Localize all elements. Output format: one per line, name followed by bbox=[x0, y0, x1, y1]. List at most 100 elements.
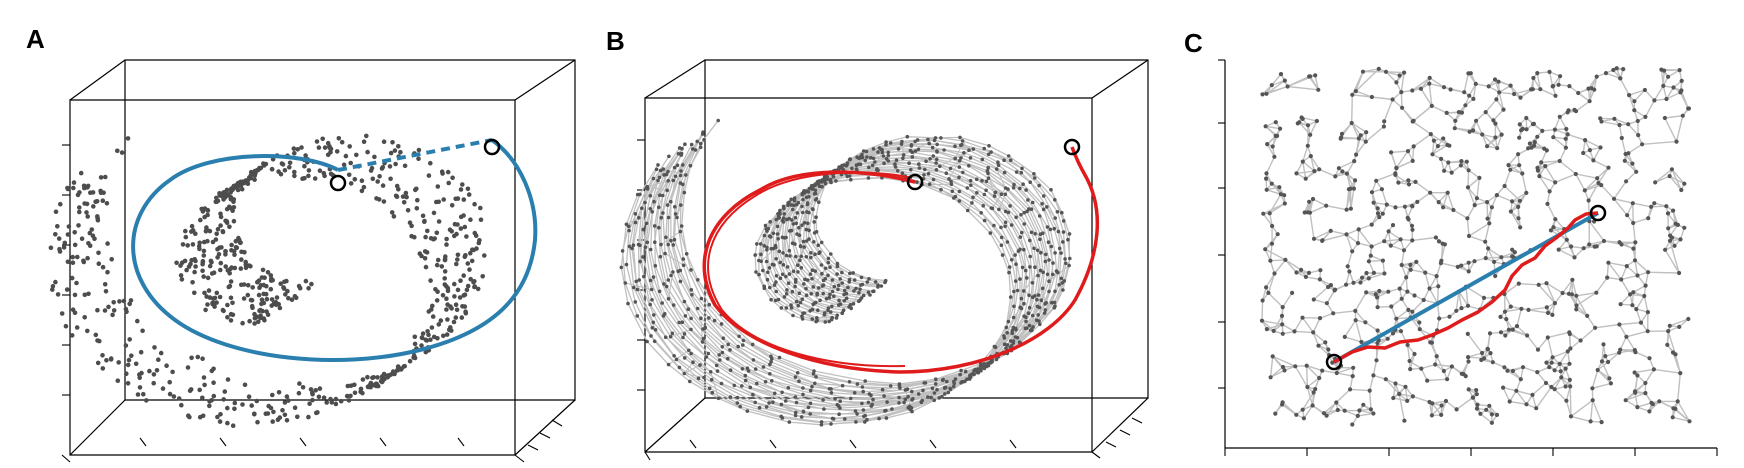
graph-node bbox=[826, 306, 831, 310]
graph-node bbox=[1028, 265, 1032, 269]
data-point bbox=[446, 180, 452, 186]
graph-edge bbox=[844, 289, 860, 294]
data-point bbox=[441, 197, 447, 202]
data-point bbox=[390, 140, 395, 145]
graph-node bbox=[816, 243, 821, 247]
graph-edge bbox=[1304, 198, 1314, 213]
data-point bbox=[218, 412, 223, 417]
graph-node bbox=[678, 229, 683, 234]
graph-edge bbox=[1628, 143, 1643, 154]
graph-node bbox=[641, 227, 646, 232]
data-point bbox=[475, 286, 481, 292]
graph-node bbox=[915, 180, 919, 184]
graph-node bbox=[1353, 89, 1358, 94]
graph-node bbox=[755, 242, 759, 246]
graph-edge bbox=[673, 304, 692, 330]
graph-edge bbox=[704, 327, 731, 351]
graph-edge bbox=[1030, 232, 1039, 251]
graph-edge bbox=[1383, 99, 1394, 122]
graph-edge bbox=[849, 281, 862, 286]
data-point bbox=[425, 329, 430, 334]
data-point bbox=[111, 308, 117, 313]
graph-edge bbox=[1261, 287, 1267, 301]
graph-edge bbox=[1042, 233, 1050, 261]
graph-node bbox=[957, 165, 962, 169]
graph-node bbox=[814, 230, 819, 234]
graph-node bbox=[957, 199, 962, 203]
graph-node bbox=[1467, 129, 1472, 134]
graph-edge bbox=[898, 387, 933, 399]
data-point bbox=[310, 391, 315, 397]
graph-edge bbox=[813, 232, 819, 246]
graph-edge bbox=[1023, 212, 1036, 235]
graph-node bbox=[689, 268, 693, 272]
graph-node bbox=[1679, 78, 1684, 83]
graph-node bbox=[738, 404, 742, 409]
graph-node bbox=[905, 134, 910, 139]
graph-node bbox=[707, 386, 712, 391]
data-point bbox=[478, 205, 483, 211]
graph-edge bbox=[963, 152, 983, 161]
graph-edge bbox=[990, 207, 1006, 227]
graph-edge bbox=[1576, 292, 1597, 297]
graph-node bbox=[689, 142, 694, 147]
graph-edge bbox=[672, 271, 686, 302]
data-point bbox=[106, 304, 111, 310]
graph-edge bbox=[781, 237, 784, 253]
axis-tick bbox=[689, 439, 697, 449]
graph-node bbox=[772, 283, 777, 287]
data-point bbox=[211, 270, 217, 276]
graph-edge bbox=[1671, 168, 1685, 185]
graph-node bbox=[911, 397, 915, 401]
graph-edge bbox=[1465, 286, 1485, 299]
data-point bbox=[255, 419, 260, 425]
graph-node bbox=[1471, 96, 1476, 101]
graph-node bbox=[777, 216, 781, 220]
graph-node bbox=[759, 252, 763, 257]
graph-node bbox=[782, 212, 787, 216]
graph-node bbox=[648, 247, 653, 252]
graph-edge bbox=[1020, 172, 1045, 197]
graph-node bbox=[1501, 107, 1506, 112]
graph-node bbox=[900, 171, 905, 175]
graph-node bbox=[810, 187, 815, 191]
graph-node bbox=[791, 269, 796, 274]
data-point bbox=[317, 168, 323, 173]
graph-node bbox=[1052, 300, 1057, 305]
graph-node bbox=[1020, 166, 1024, 171]
graph-node bbox=[819, 420, 824, 424]
graph-node bbox=[653, 328, 658, 332]
graph-edge bbox=[662, 212, 666, 254]
graph-node bbox=[1061, 288, 1065, 292]
graph-edge bbox=[1347, 251, 1353, 267]
graph-node bbox=[661, 193, 665, 198]
data-point bbox=[423, 234, 428, 240]
graph-edge bbox=[1013, 184, 1029, 201]
data-point bbox=[474, 246, 479, 251]
graph-node bbox=[626, 301, 630, 306]
graph-edge bbox=[678, 322, 709, 354]
graph-node bbox=[754, 270, 758, 274]
graph-edge bbox=[788, 387, 836, 400]
graph-node bbox=[821, 291, 825, 296]
graph-node bbox=[959, 368, 963, 373]
graph-node bbox=[1304, 363, 1309, 368]
data-point bbox=[436, 322, 442, 327]
graph-node bbox=[992, 194, 997, 198]
graph-node bbox=[781, 220, 786, 224]
graph-node bbox=[637, 216, 641, 220]
data-point bbox=[239, 186, 245, 192]
graph-edge bbox=[1269, 202, 1286, 214]
graph-edge bbox=[808, 209, 814, 231]
graph-edge bbox=[1387, 231, 1392, 246]
graph-edge bbox=[1644, 89, 1655, 101]
graph-node bbox=[793, 215, 798, 220]
graph-edge bbox=[779, 356, 815, 372]
data-point bbox=[151, 372, 157, 377]
data-point bbox=[375, 375, 380, 380]
data-point bbox=[202, 382, 207, 388]
data-point bbox=[55, 292, 61, 297]
graph-edge bbox=[1046, 206, 1059, 232]
graph-edge bbox=[1625, 336, 1636, 351]
graph-edge bbox=[1637, 402, 1652, 408]
